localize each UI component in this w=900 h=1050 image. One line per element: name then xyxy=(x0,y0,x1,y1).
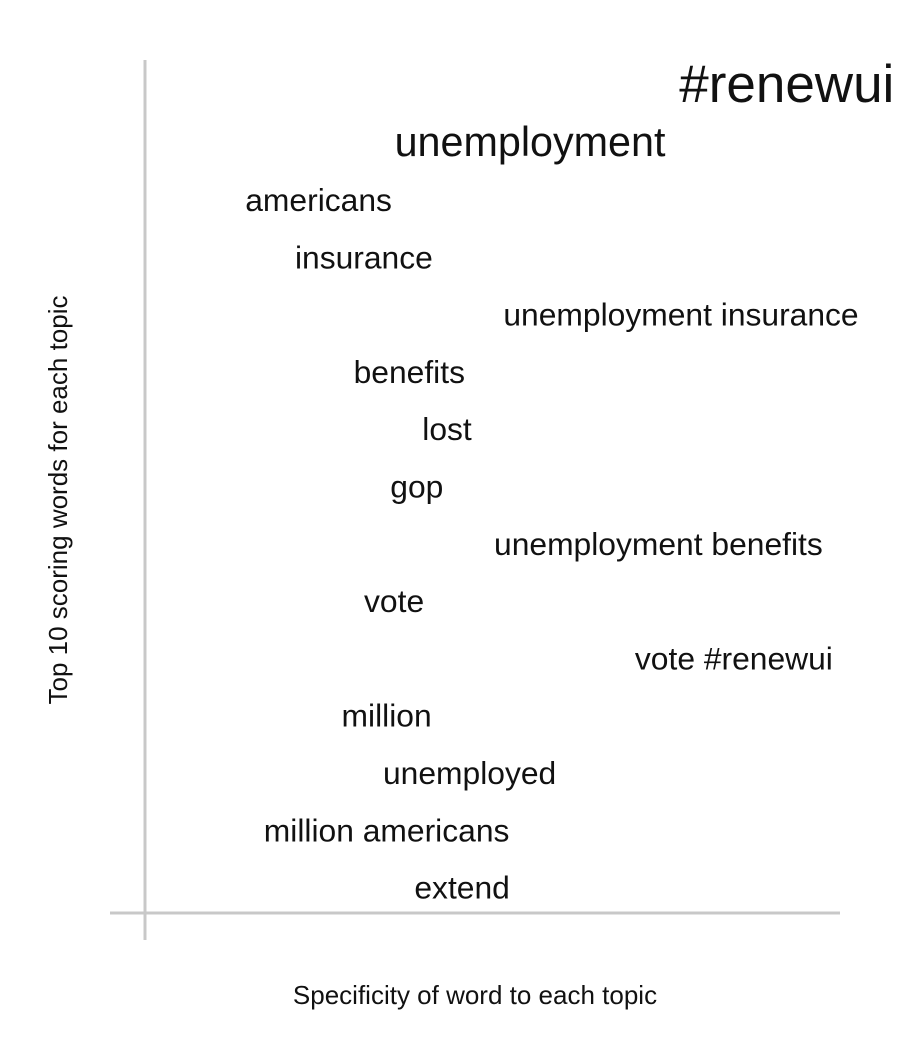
x-axis-label: Specificity of word to each topic xyxy=(293,980,657,1010)
word-label: vote xyxy=(364,583,424,619)
word-label: benefits xyxy=(354,354,465,390)
word-label: unemployment benefits xyxy=(494,526,823,562)
word-label: million americans xyxy=(264,812,510,848)
word-label: insurance xyxy=(295,239,433,275)
word-label: million xyxy=(342,698,432,734)
word-label: vote #renewui xyxy=(635,640,833,676)
word-label: lost xyxy=(422,411,472,447)
word-label: #renewui xyxy=(679,55,894,114)
word-label: gop xyxy=(390,469,443,505)
y-axis-label: Top 10 scoring words for each topic xyxy=(43,296,73,705)
word-label: americans xyxy=(245,182,392,218)
word-label: unemployment xyxy=(395,119,666,165)
word-label: unemployed xyxy=(383,755,556,791)
word-label: extend xyxy=(414,870,509,906)
word-label: unemployment insurance xyxy=(503,297,858,333)
